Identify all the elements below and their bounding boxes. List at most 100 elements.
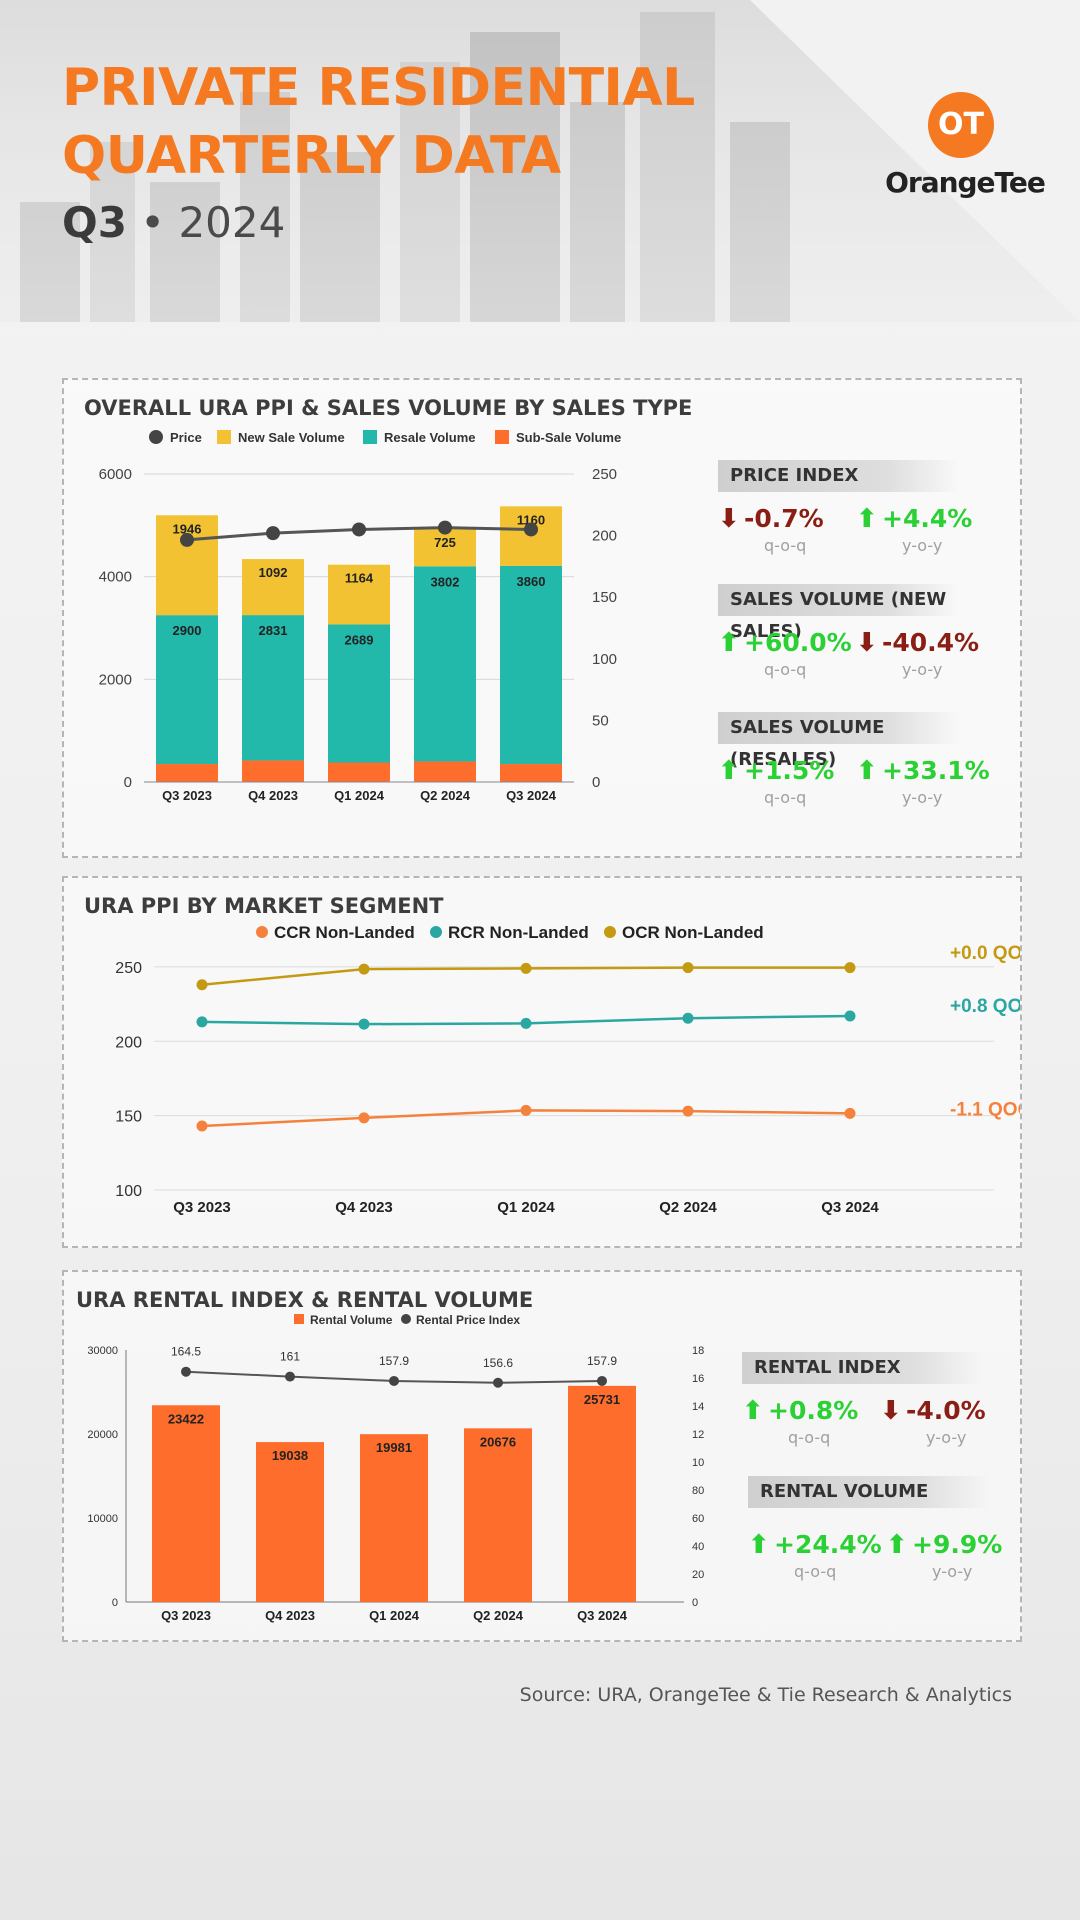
- y-tick-label: 4000: [99, 569, 132, 586]
- legend-label: CCR Non-Landed: [274, 923, 415, 942]
- legend-marker: [294, 1314, 304, 1324]
- arrow-down-icon: ⬇: [856, 628, 878, 658]
- quarter-label: Q3: [62, 198, 127, 247]
- page-title-line2: QUARTERLY DATA: [62, 126, 561, 186]
- bar-new-sale: [414, 529, 476, 567]
- stat-value: ⬇ -0.7%: [718, 504, 824, 534]
- x-tick-label: Q3 2024: [821, 1199, 879, 1216]
- y2-tick-label: 200: [592, 528, 617, 545]
- bar-value-label: 1092: [259, 565, 288, 580]
- stat-label: q-o-q: [764, 788, 807, 807]
- price-point: [266, 526, 280, 541]
- stat-value: ⬆ +4.4%: [856, 504, 973, 534]
- y-tick-label: 30000: [87, 1345, 118, 1357]
- y2-tick-label: 100: [692, 1457, 704, 1469]
- y2-tick-label: 180: [692, 1345, 704, 1357]
- stat-item: ⬆ +24.4% q-o-q: [748, 1530, 888, 1581]
- arrow-up-icon: ⬆: [748, 1530, 770, 1560]
- legend-label: Rental Price Index: [416, 1313, 520, 1327]
- legend-label: OCR Non-Landed: [622, 923, 764, 942]
- panel-title: URA RENTAL INDEX & RENTAL VOLUME: [76, 1288, 534, 1312]
- legend-marker: [430, 926, 442, 938]
- legend-label: Rental Volume: [310, 1313, 393, 1327]
- panel-market-segment: URA PPI BY MARKET SEGMENT CCR Non-Landed…: [62, 876, 1022, 1248]
- y-tick-label: 150: [115, 1109, 142, 1126]
- bar-resale: [156, 615, 218, 765]
- legend-marker: [401, 1314, 411, 1324]
- stat-heading: RENTAL INDEX: [742, 1352, 984, 1384]
- x-tick-label: Q3 2023: [161, 1608, 211, 1623]
- stat-label: q-o-q: [764, 536, 807, 555]
- arrow-up-icon: ⬆: [718, 756, 740, 786]
- bar-value-label: 23422: [168, 1411, 204, 1426]
- rental-index-label: 157.9: [379, 1354, 409, 1368]
- legend-label: Sub-Sale Volume: [516, 430, 621, 445]
- y-tick-label: 0: [112, 1597, 118, 1609]
- stat-label: y-o-y: [932, 1562, 973, 1581]
- rental-index-point: [285, 1371, 295, 1382]
- y2-tick-label: 150: [592, 589, 617, 606]
- stat-value: ⬆ +9.9%: [886, 1530, 1003, 1560]
- bar-value-label: 19038: [272, 1448, 308, 1463]
- y2-tick-label: 250: [592, 466, 617, 483]
- separator-dot: •: [140, 198, 166, 247]
- stat-item: ⬆ +0.8% q-o-q: [742, 1396, 882, 1447]
- series-point: [358, 1018, 370, 1030]
- x-tick-label: Q2 2024: [473, 1608, 524, 1623]
- legend-marker: [495, 430, 509, 444]
- series-point: [844, 1107, 856, 1119]
- qoq-label: -1.1 QOQ: [950, 1099, 1020, 1120]
- arrow-down-icon: ⬇: [718, 504, 740, 534]
- qoq-label: +0.8 QOQ: [950, 996, 1020, 1017]
- bar-value-label: 1946: [173, 521, 202, 536]
- bar-new-sale: [242, 559, 304, 616]
- bar-value-label: 1160: [517, 512, 545, 527]
- stat-label: q-o-q: [788, 1428, 831, 1447]
- y2-tick-label: 80: [692, 1485, 704, 1497]
- series-point: [520, 962, 532, 974]
- stat-item: ⬆ +9.9% y-o-y: [886, 1530, 1026, 1581]
- bar-value-label: 25731: [584, 1392, 620, 1407]
- rental-index-label: 161: [280, 1350, 300, 1364]
- market-segment-chart: CCR Non-Landed RCR Non-Landed OCR Non-Land…: [115, 923, 1020, 1216]
- rental-index-label: 157.9: [587, 1354, 617, 1368]
- y-tick-label: 2000: [99, 671, 132, 688]
- stat-value: ⬆ +0.8%: [742, 1396, 859, 1426]
- stat-item: ⬇ -40.4% y-o-y: [856, 628, 996, 679]
- price-point: [180, 532, 194, 547]
- x-tick-label: Q1 2024: [369, 1608, 420, 1623]
- bar-value-label: 20676: [480, 1434, 516, 1449]
- stat-label: y-o-y: [902, 660, 943, 679]
- stat-heading: SALES VOLUME (RESALES): [718, 712, 960, 770]
- legend-marker: [256, 926, 268, 938]
- stat-value: ⬇ -40.4%: [856, 628, 980, 658]
- bar-rental-volume: [256, 1442, 324, 1602]
- stat-item: ⬆ +1.5% q-o-q: [718, 756, 858, 807]
- y2-tick-label: 60: [692, 1513, 704, 1525]
- price-point: [352, 522, 366, 537]
- legend-label: RCR Non-Landed: [448, 923, 589, 942]
- legend-label: New Sale Volume: [238, 430, 345, 445]
- bar-resale: [242, 615, 304, 761]
- arrow-down-icon: ⬇: [880, 1396, 902, 1426]
- series-point: [682, 962, 694, 974]
- y-tick-label: 200: [115, 1034, 142, 1051]
- y2-tick-label: 120: [692, 1429, 704, 1441]
- panel-rental: URA RENTAL INDEX & RENTAL VOLUME Rental …: [62, 1270, 1022, 1642]
- stat-value: ⬆ +60.0%: [718, 628, 852, 658]
- series-point: [844, 1010, 856, 1022]
- rental-index-point: [597, 1375, 607, 1386]
- stat-item: ⬆ +60.0% q-o-q: [718, 628, 858, 679]
- sales-volume-chart: Price New Sale Volume Resale Volume Sub-Sal…: [99, 430, 621, 803]
- x-tick-label: Q2 2024: [420, 788, 471, 803]
- arrow-up-icon: ⬆: [856, 756, 878, 786]
- bar-value-label: 2689: [345, 632, 374, 647]
- bar-sub-sale: [328, 762, 390, 782]
- y-tick-label: 6000: [99, 466, 132, 483]
- arrow-up-icon: ⬆: [742, 1396, 764, 1426]
- y-tick-label: 10000: [87, 1513, 118, 1525]
- y2-tick-label: 0: [692, 1597, 698, 1609]
- stat-item: ⬇ -4.0% y-o-y: [880, 1396, 1020, 1447]
- y2-tick-label: 40: [692, 1541, 704, 1553]
- stat-item: ⬆ +33.1% y-o-y: [856, 756, 996, 807]
